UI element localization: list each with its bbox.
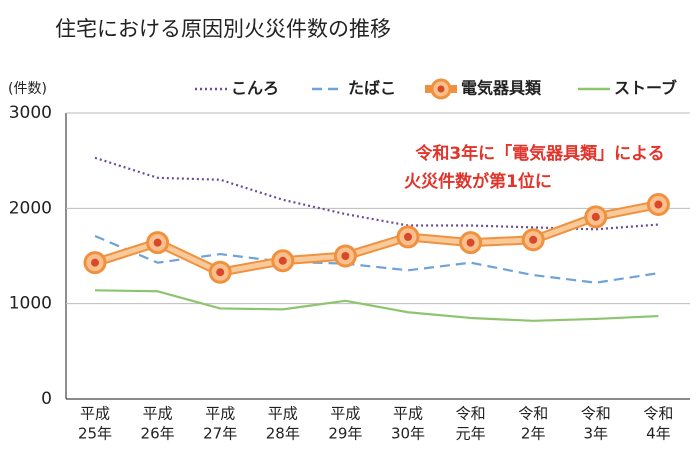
- series-line: [94, 202, 659, 275]
- x-tick-label: 平成: [268, 405, 298, 423]
- x-tick-label: 令和: [643, 405, 673, 423]
- legend-label: ストーブ: [614, 79, 677, 98]
- point-center: [341, 252, 350, 260]
- point-center: [466, 238, 475, 247]
- x-tick-label: 平成: [205, 405, 235, 423]
- x-tick-label: 27年: [203, 425, 237, 443]
- x-tick-label: 2年: [521, 425, 546, 443]
- point-center: [591, 212, 600, 221]
- x-tick-label: 25年: [78, 425, 112, 443]
- x-tick-label: 29年: [328, 425, 362, 443]
- x-tick-label: 3年: [584, 425, 609, 443]
- x-tick-label: 元年: [456, 425, 486, 443]
- legend-label: たばこ: [348, 79, 396, 98]
- point-center: [654, 200, 663, 209]
- series-line: [94, 289, 659, 322]
- y-tick-label: 0: [41, 389, 52, 409]
- point-center: [153, 238, 162, 247]
- x-tick-label: 平成: [80, 405, 110, 423]
- y-tick-label: 2000: [9, 198, 52, 218]
- x-tick-label: 平成: [330, 405, 360, 423]
- y-tick-label: 1000: [9, 294, 52, 314]
- annotation: 令和3年に「電気器具類」による: [415, 143, 664, 164]
- point-center: [216, 268, 225, 277]
- x-tick-label: 令和: [581, 405, 611, 423]
- chart-title: 住宅における原因別火災件数の推移: [55, 17, 391, 41]
- y-tick-label: 3000: [9, 103, 52, 123]
- point-center: [529, 235, 538, 244]
- x-tick-label: 平成: [393, 405, 423, 423]
- series-line: [94, 156, 659, 231]
- y-axis-label: (件数): [8, 81, 47, 97]
- x-tick-label: 平成: [143, 405, 173, 423]
- x-tick-label: 令和: [456, 405, 486, 423]
- legend-swatch-center: [437, 85, 445, 93]
- point-center: [404, 232, 412, 241]
- legend-label: こんろ: [231, 79, 279, 98]
- x-tick-label: 令和: [518, 405, 548, 423]
- point-center: [91, 258, 99, 267]
- point-center: [278, 256, 287, 265]
- x-tick-label: 4年: [646, 425, 671, 443]
- annotation: 火災件数が第1位に: [404, 171, 552, 192]
- x-tick-label: 30年: [391, 425, 425, 443]
- x-tick-label: 26年: [141, 425, 175, 443]
- legend-label: 電気器具類: [461, 79, 542, 98]
- series-line-halo: [93, 200, 660, 277]
- x-tick-label: 28年: [266, 425, 300, 443]
